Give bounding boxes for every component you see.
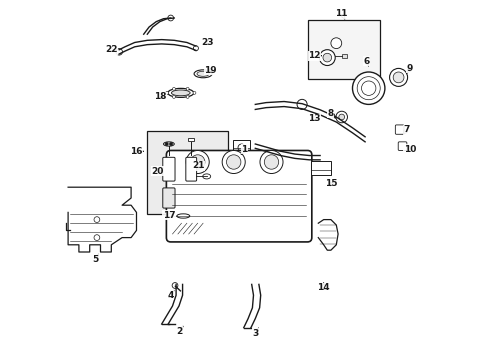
Circle shape	[238, 144, 244, 151]
Circle shape	[116, 49, 122, 55]
Bar	[341, 54, 346, 58]
Text: 11: 11	[335, 9, 347, 19]
FancyBboxPatch shape	[166, 150, 311, 242]
Circle shape	[172, 283, 178, 288]
Circle shape	[260, 150, 283, 174]
Ellipse shape	[171, 90, 190, 96]
Text: 12: 12	[308, 51, 321, 60]
Text: 20: 20	[151, 166, 163, 175]
Circle shape	[193, 91, 196, 94]
FancyBboxPatch shape	[397, 142, 406, 150]
Text: 16: 16	[130, 147, 143, 156]
Text: 5: 5	[92, 254, 98, 264]
Circle shape	[190, 155, 204, 169]
Ellipse shape	[194, 70, 212, 78]
Text: 6: 6	[363, 57, 369, 66]
Circle shape	[186, 87, 189, 90]
FancyBboxPatch shape	[185, 157, 196, 181]
Text: 3: 3	[252, 328, 258, 338]
Text: 7: 7	[402, 125, 409, 135]
Circle shape	[193, 46, 198, 51]
Ellipse shape	[163, 142, 174, 146]
Circle shape	[389, 68, 407, 86]
Polygon shape	[68, 187, 136, 252]
Circle shape	[167, 15, 173, 21]
Circle shape	[330, 38, 341, 49]
Text: 9: 9	[406, 64, 412, 73]
Circle shape	[338, 114, 344, 120]
Circle shape	[172, 87, 175, 90]
Text: 10: 10	[403, 144, 415, 154]
Circle shape	[165, 143, 168, 145]
Ellipse shape	[167, 88, 193, 97]
Text: 21: 21	[192, 161, 204, 170]
Circle shape	[186, 150, 209, 174]
Text: 8: 8	[327, 109, 335, 118]
Text: 1: 1	[241, 145, 247, 154]
Circle shape	[264, 155, 278, 169]
Circle shape	[226, 155, 241, 169]
Text: 23: 23	[201, 38, 214, 47]
Circle shape	[392, 72, 403, 83]
FancyBboxPatch shape	[163, 157, 175, 181]
Text: 4: 4	[167, 290, 174, 300]
Bar	[307, 20, 379, 79]
Text: 14: 14	[317, 283, 329, 292]
Circle shape	[296, 99, 306, 109]
FancyBboxPatch shape	[146, 131, 227, 214]
Text: 2: 2	[176, 326, 183, 336]
Circle shape	[186, 95, 189, 98]
Circle shape	[165, 91, 168, 94]
Text: 19: 19	[203, 66, 216, 75]
Circle shape	[94, 235, 100, 240]
Bar	[188, 138, 194, 141]
Text: 15: 15	[324, 179, 336, 188]
Ellipse shape	[203, 174, 210, 179]
Text: 17: 17	[162, 211, 175, 220]
Ellipse shape	[197, 71, 209, 76]
Text: 18: 18	[153, 92, 166, 101]
Circle shape	[222, 150, 244, 174]
Ellipse shape	[177, 214, 189, 218]
Circle shape	[172, 95, 175, 98]
Text: 13: 13	[308, 114, 320, 123]
Text: 22: 22	[105, 45, 117, 54]
Circle shape	[94, 217, 100, 222]
Circle shape	[319, 50, 335, 66]
Circle shape	[169, 143, 172, 145]
Circle shape	[352, 72, 384, 104]
FancyBboxPatch shape	[394, 125, 403, 134]
Circle shape	[322, 53, 331, 62]
Circle shape	[335, 111, 347, 123]
Bar	[310, 161, 330, 175]
Polygon shape	[66, 223, 70, 230]
Bar	[232, 140, 250, 151]
FancyBboxPatch shape	[163, 188, 175, 208]
